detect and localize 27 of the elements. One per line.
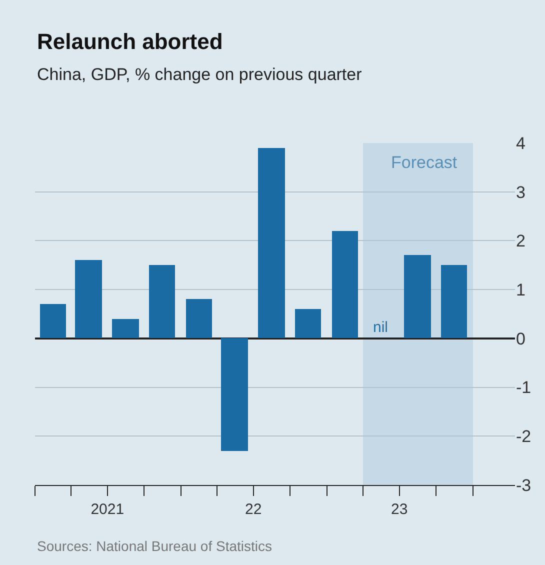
band-label: Forecast	[391, 153, 458, 172]
y-tick-label: 1	[516, 280, 526, 300]
bar	[441, 265, 467, 338]
y-tick-label: 0	[516, 329, 526, 348]
y-tick-label: -3	[516, 476, 532, 495]
bar	[404, 255, 431, 338]
bar	[332, 231, 358, 338]
bar	[40, 304, 66, 338]
x-tick-label: 22	[245, 501, 262, 518]
bar	[221, 338, 248, 451]
y-tick-label: 4	[516, 134, 526, 153]
chart-title: Relaunch aborted	[37, 29, 223, 54]
y-tick-label: 2	[516, 232, 526, 251]
source-note: Sources: National Bureau of Statistics	[37, 538, 272, 554]
y-tick-label: -1	[516, 378, 532, 398]
bar	[258, 148, 285, 338]
x-tick-label: 2021	[90, 501, 124, 518]
y-tick-label: -2	[516, 427, 532, 446]
y-tick-label: 3	[516, 182, 526, 202]
x-tick-label: 23	[391, 501, 408, 518]
bar	[112, 319, 139, 338]
annotation: nil	[373, 319, 388, 336]
bar	[186, 299, 212, 338]
bar	[149, 265, 175, 338]
bar	[295, 309, 321, 338]
bar	[75, 260, 102, 338]
chart-subtitle: China, GDP, % change on previous quarter	[37, 65, 362, 84]
